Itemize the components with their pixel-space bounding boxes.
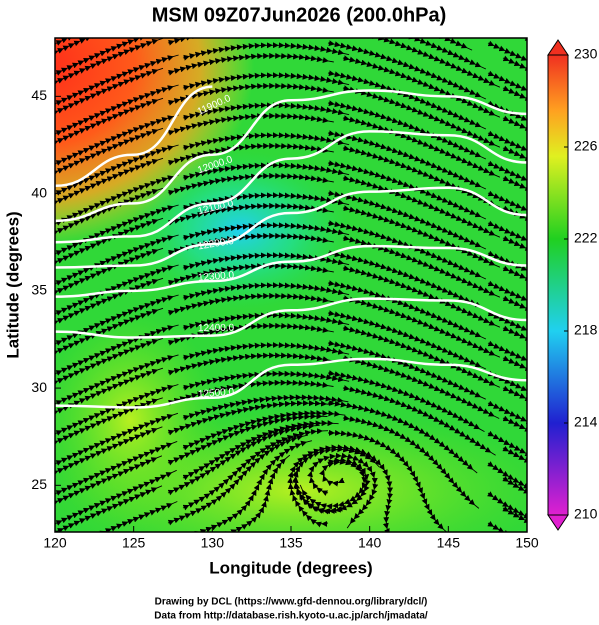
streamline <box>487 40 527 100</box>
x-tick-label: 135 <box>279 535 303 551</box>
streamline <box>167 172 334 196</box>
colorbar-tick-label: 226 <box>574 138 598 154</box>
colorbar-tick-label: 218 <box>574 322 598 338</box>
contour-label: 12500.0 <box>198 387 235 401</box>
streamline <box>55 38 159 46</box>
x-tick-label: 145 <box>437 535 461 551</box>
streamline <box>487 100 527 160</box>
x-axis-label: Longitude (degrees) <box>209 558 372 577</box>
x-tick-label: 150 <box>515 535 539 551</box>
streamline <box>182 222 350 241</box>
streamline <box>182 282 350 301</box>
streamline <box>55 501 178 532</box>
streamline <box>168 454 291 532</box>
streamline <box>167 202 334 226</box>
streamline <box>487 220 527 280</box>
streamline <box>167 262 334 286</box>
streamline <box>167 292 334 316</box>
streamline <box>487 280 527 340</box>
y-tick-label: 40 <box>31 184 47 200</box>
streamline <box>487 160 527 220</box>
x-tick-label: 140 <box>358 535 382 551</box>
streamline <box>487 400 527 462</box>
streamline <box>487 370 527 431</box>
streamline <box>503 568 599 620</box>
x-tick-label: 130 <box>201 535 225 551</box>
y-tick-label: 45 <box>31 87 47 103</box>
y-tick-label: 35 <box>31 282 47 298</box>
footer-line: Data from http://database.rish.kyoto-u.a… <box>154 611 428 622</box>
streamline <box>487 340 527 400</box>
streamline <box>167 82 334 106</box>
streamline <box>182 132 350 151</box>
streamline <box>487 130 527 190</box>
streamline <box>8 0 163 13</box>
streamline <box>167 352 334 376</box>
contour-line <box>55 130 527 244</box>
streamline <box>167 142 334 166</box>
streamline <box>182 342 350 361</box>
contour-line <box>55 357 527 409</box>
streamline <box>182 252 350 271</box>
contour-line <box>55 186 527 269</box>
contour-line <box>55 89 527 223</box>
colorbar-tick-label: 214 <box>574 414 598 430</box>
streamline <box>167 112 334 136</box>
colorbar-tick-label: 222 <box>574 230 598 246</box>
streamline <box>167 52 334 76</box>
x-tick-label: 120 <box>43 535 67 551</box>
contour-line <box>55 85 213 188</box>
title: MSM 09Z07Jun2026 (200.0hPa) <box>152 4 447 26</box>
streamline <box>182 72 350 91</box>
contour-line <box>55 297 527 339</box>
streamline <box>487 190 527 250</box>
streamline <box>182 102 350 121</box>
colorbar-tick-label: 210 <box>574 506 598 522</box>
colorbar-tick-label: 230 <box>574 46 598 62</box>
contour-label: 12400.0 <box>198 323 235 335</box>
streamline <box>487 310 527 370</box>
contour-line <box>55 244 527 298</box>
y-axis-label: Latitude (degrees) <box>3 211 22 358</box>
x-tick-label: 125 <box>122 535 146 551</box>
streamline <box>182 42 350 61</box>
contour-label: 12300.0 <box>198 270 235 284</box>
streamline <box>182 162 350 181</box>
y-tick-label: 30 <box>31 379 47 395</box>
y-tick-label: 25 <box>31 476 47 492</box>
contours: 11900.012000.012100.012200.012300.012400… <box>55 85 527 409</box>
streamline <box>487 70 527 130</box>
colorbar <box>547 39 569 531</box>
footer-line: Drawing by DCL (https://www.gfd-dennou.o… <box>155 597 428 608</box>
streamline <box>182 192 350 211</box>
streamline <box>488 553 599 610</box>
